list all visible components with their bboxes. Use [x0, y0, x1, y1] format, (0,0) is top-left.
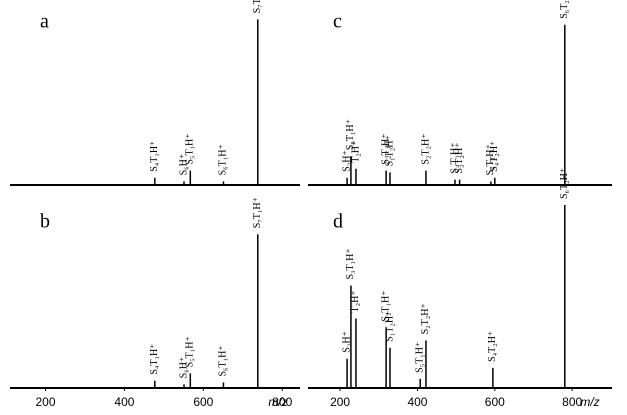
x-tick-label: 200 [35, 395, 55, 409]
peak-label: S₅T₁H⁺ [414, 342, 425, 373]
peak-label: S₂T₂H⁺ [420, 303, 431, 334]
peak-label: S₆H⁺ [178, 357, 189, 379]
peak-label: S₇T₁H⁺ [252, 0, 263, 13]
x-axis-label: m/z [268, 395, 287, 409]
peak-label: S₁T₂H⁺ [384, 311, 395, 342]
x-tick-label: 400 [114, 395, 134, 409]
peak-label: S₅T₁H⁺ [485, 144, 496, 175]
peak-label: S₆T₁H⁺ [218, 144, 229, 175]
peak-label: S₃T₂H⁺ [454, 142, 465, 173]
peak-label: S₆H⁺ [178, 154, 189, 176]
peak-label: T₂H⁺ [350, 141, 361, 163]
peak-label: S₄T₁H⁺ [149, 344, 160, 375]
peak-label: S₂T₁H⁺ [380, 133, 391, 164]
peak-label: S₂T₁H⁺ [380, 290, 391, 321]
x-axis-label: m/z [580, 395, 599, 409]
peak-label: S₅T₁H⁺ [185, 336, 196, 367]
peak-label: S₁T₂H⁺ [384, 135, 395, 166]
peak-label: S₆T₂H⁺ [559, 0, 570, 19]
x-tick-label: 200 [330, 395, 350, 409]
peak-label: S₄T₁H⁺ [449, 142, 460, 173]
peak-label: T₂H⁺ [350, 290, 361, 312]
peak-label: S₃T₁H⁺ [345, 248, 356, 279]
peak-label: S₂H⁺ [341, 331, 352, 353]
panel-letter: b [40, 211, 50, 233]
peak-label: S₂H⁺ [341, 150, 352, 172]
peak-label: S₄T₂H⁺ [487, 331, 498, 362]
peak-label: S₆T₂H⁺ [559, 168, 570, 199]
x-tick-label: 400 [407, 395, 427, 409]
panel-letter: c [333, 11, 342, 33]
x-tick-label: 800 [272, 395, 292, 409]
peak-label: S₄T₁H⁺ [149, 141, 160, 172]
peak-label: S₇T₁H⁺ [252, 197, 263, 228]
peak-label: S₃T₁H⁺ [345, 119, 356, 150]
x-tick-label: 600 [193, 395, 213, 409]
peak-label: S₆T₁H⁺ [218, 345, 229, 376]
peak-label: S₄T₂H⁺ [489, 141, 500, 172]
panel-letter: a [40, 11, 49, 33]
x-tick-label: 600 [485, 395, 505, 409]
peak-label: S₅T₁H⁺ [185, 133, 196, 164]
panel-letter: d [333, 211, 343, 233]
x-tick-label: 800 [562, 395, 582, 409]
peak-label: S₂T₂H⁺ [420, 133, 431, 164]
